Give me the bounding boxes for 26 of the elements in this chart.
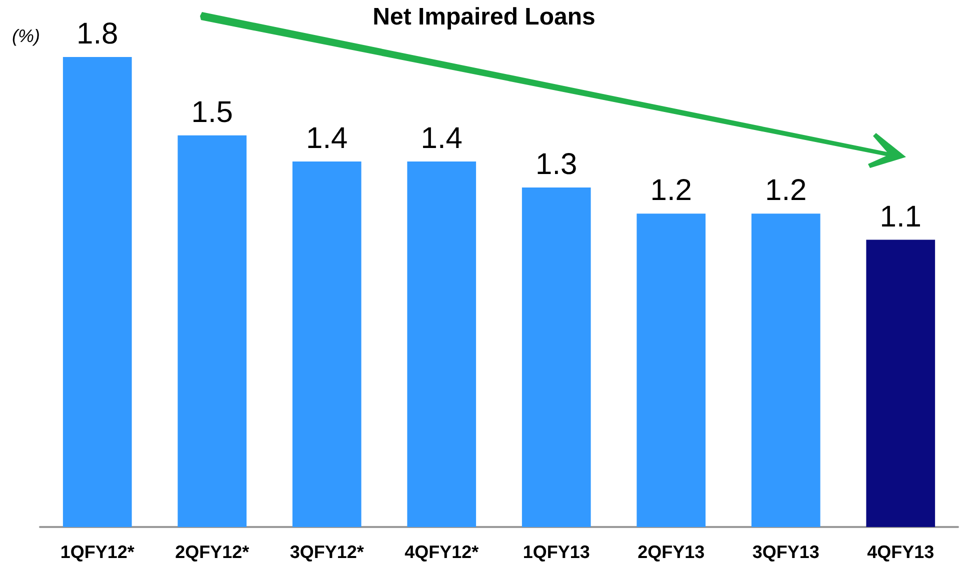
data-label: 1.1 (880, 200, 922, 234)
bar (522, 188, 591, 527)
x-tick-label: 4QFY13 (867, 542, 934, 562)
x-tick-label: 3QFY12* (290, 542, 364, 562)
data-label: 1.4 (420, 122, 462, 155)
x-tick-label: 2QFY13 (638, 542, 705, 562)
x-tick-label: 3QFY13 (752, 542, 820, 562)
data-label: 1.5 (191, 96, 233, 129)
chart-title: Net Impaired Loans (372, 4, 596, 30)
bar (636, 214, 706, 527)
x-tick-label: 1QFY13 (522, 542, 590, 562)
data-label: 1.4 (306, 122, 348, 155)
bar (178, 135, 247, 527)
x-tick-label: 4QFY12* (404, 542, 479, 562)
data-label: 1.2 (650, 174, 692, 208)
x-tick-label: 1QFY12* (60, 542, 134, 562)
y-axis-title: (%) (12, 26, 40, 46)
bar (751, 214, 820, 527)
x-tick-label: 2QFY12* (175, 542, 250, 562)
bar (407, 161, 476, 527)
bar (866, 240, 936, 527)
data-label: 1.2 (765, 174, 807, 208)
data-label: 1.3 (536, 148, 578, 182)
bar (62, 57, 132, 527)
data-label: 1.8 (76, 18, 118, 50)
bar (292, 161, 362, 527)
